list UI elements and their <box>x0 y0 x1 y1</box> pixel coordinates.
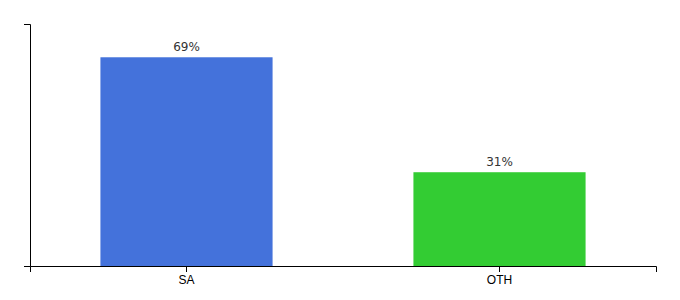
data-labels: 69% 31% <box>173 40 513 169</box>
x-axis: SA OTH <box>31 266 657 287</box>
data-label: 69% <box>173 40 200 54</box>
x-tick-mark <box>499 266 500 272</box>
bar <box>100 57 272 266</box>
x-tick-label: SA <box>178 273 194 287</box>
data-label: 31% <box>486 155 513 169</box>
x-tick-mark <box>186 266 187 272</box>
bars <box>100 57 585 266</box>
x-axis-line <box>31 267 657 273</box>
y-axis-line <box>24 25 31 267</box>
x-tick: OTH <box>487 266 512 287</box>
y-axis <box>24 25 31 267</box>
chart: SA OTH 69% 31% <box>0 0 680 300</box>
bar <box>413 172 585 266</box>
x-tick-label: OTH <box>487 273 512 287</box>
x-tick: SA <box>178 266 194 287</box>
plot: SA OTH 69% 31% <box>24 25 657 287</box>
